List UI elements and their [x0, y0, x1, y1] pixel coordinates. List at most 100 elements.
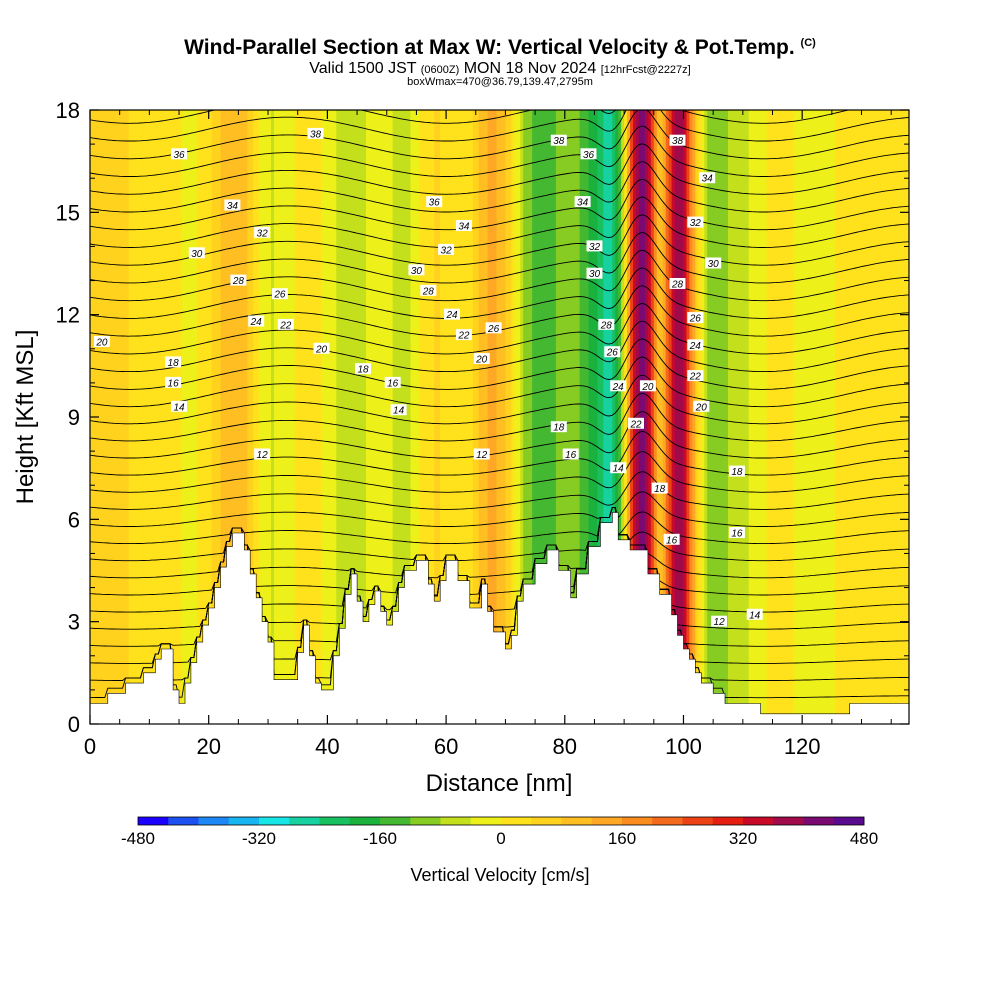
isentrope-label: 20	[473, 353, 490, 366]
isentrope-label: 16	[663, 533, 680, 546]
velocity-cell	[392, 110, 397, 724]
velocity-cell	[472, 110, 477, 724]
velocity-cell	[576, 110, 581, 724]
colorbar-swatch	[712, 817, 744, 825]
velocity-cell	[134, 110, 139, 724]
isentrope-label-text: 20	[475, 355, 488, 366]
velocity-cell	[552, 110, 557, 724]
velocity-cell	[751, 110, 756, 724]
velocity-cell	[567, 110, 572, 724]
y-tick-label: 18	[56, 98, 80, 123]
velocity-cell	[787, 110, 791, 724]
velocity-cell	[140, 110, 145, 724]
isentrope-label: 20	[313, 342, 330, 355]
velocity-cell	[636, 110, 640, 724]
velocity-cell	[484, 110, 489, 724]
velocity-cell	[760, 110, 765, 724]
x-tick-label: 0	[84, 734, 96, 759]
velocity-cell	[179, 110, 183, 724]
isentrope-label: 26	[687, 312, 704, 325]
velocity-cell	[742, 110, 747, 724]
velocity-cell	[119, 110, 124, 724]
isentrope-line	[90, 506, 909, 562]
velocity-cell	[348, 110, 352, 724]
isentrope-label-bg	[307, 127, 324, 139]
isentrope-label: 26	[271, 288, 288, 301]
isentrope-label: 28	[598, 318, 615, 331]
velocity-cell	[730, 110, 735, 724]
velocity-cell	[736, 110, 741, 724]
isentrope-label-text: 14	[749, 610, 761, 621]
isentrope-line	[90, 430, 909, 476]
velocity-cell	[674, 110, 679, 724]
velocity-cell	[719, 110, 723, 724]
velocity-cell	[211, 110, 216, 724]
isentrope-label-text: 18	[654, 484, 666, 495]
colorbar-swatch	[440, 817, 472, 825]
velocity-cell	[155, 110, 159, 724]
velocity-cell	[291, 110, 296, 724]
velocity-cell	[882, 110, 886, 724]
isentrope-label-bg	[728, 527, 745, 538]
velocity-cell	[214, 110, 219, 724]
velocity-cell	[894, 110, 898, 724]
x-axis-label: Distance [nm]	[426, 770, 573, 797]
isentrope-label-bg	[580, 148, 597, 160]
velocity-cell	[330, 110, 334, 724]
velocity-cell	[689, 110, 693, 724]
isentrope-line	[90, 196, 909, 248]
isentrope-label-text: 28	[422, 286, 435, 297]
isentrope-labels: 20 36 34 30 32 28 26 24 22 20 18 16 14 12 38 36 34 32 30 28…	[93, 127, 763, 628]
colorbar-swatch	[622, 817, 653, 825]
velocity-cell	[772, 110, 777, 724]
velocity-cell	[671, 110, 676, 724]
isentrope-label: 22	[687, 370, 704, 383]
isentrope-line	[90, 451, 909, 493]
velocity-cell	[867, 110, 872, 724]
isentrope-label: 16	[384, 376, 401, 389]
velocity-cell	[217, 110, 222, 724]
velocity-cell	[339, 110, 343, 724]
isentrope-label: 26	[485, 322, 502, 335]
velocity-cell	[627, 110, 631, 724]
velocity-cell	[817, 110, 821, 724]
colorbar-swatch	[289, 817, 320, 825]
isentrope-label: 14	[746, 608, 763, 621]
velocity-cell	[297, 110, 302, 724]
isentrope-label: 22	[455, 329, 472, 342]
velocity-cell	[167, 110, 171, 724]
velocity-cell	[769, 110, 774, 724]
isentrope-label-text: 28	[671, 280, 684, 291]
isentrope-label-text: 24	[250, 317, 263, 328]
isentrope-label-text: 26	[273, 290, 286, 301]
velocity-cell	[365, 110, 370, 724]
velocity-cell	[125, 110, 130, 724]
velocity-cell	[659, 110, 664, 724]
isentrope-label: 26	[604, 346, 621, 359]
velocity-cell	[579, 110, 584, 724]
isentrope-label-text: 36	[583, 150, 595, 161]
isentrope-line	[90, 232, 909, 284]
velocity-cell	[300, 110, 305, 724]
velocity-cell	[529, 110, 533, 724]
isentrope-label: 12	[711, 615, 728, 628]
velocity-cell	[336, 110, 340, 724]
velocity-cell	[410, 110, 415, 724]
isentrope-line	[90, 303, 909, 355]
isentrope-line	[90, 411, 909, 459]
isentrope-label-text: 16	[731, 529, 743, 540]
velocity-cell	[104, 110, 109, 724]
velocity-cell	[546, 110, 551, 724]
velocity-cell	[514, 110, 518, 724]
isentrope-label: 22	[277, 318, 294, 331]
colorbar-swatch	[380, 817, 411, 825]
isentrope-label: 24	[248, 315, 265, 328]
velocity-cell	[879, 110, 883, 724]
valid-date: MON 18 Nov 2024	[463, 60, 597, 77]
velocity-cell	[825, 110, 830, 724]
velocity-cell	[834, 110, 839, 724]
velocity-cell	[885, 110, 889, 724]
isentrope-label: 32	[254, 226, 271, 239]
colorbar-swatch	[561, 817, 593, 825]
isentrope-line	[90, 125, 909, 177]
